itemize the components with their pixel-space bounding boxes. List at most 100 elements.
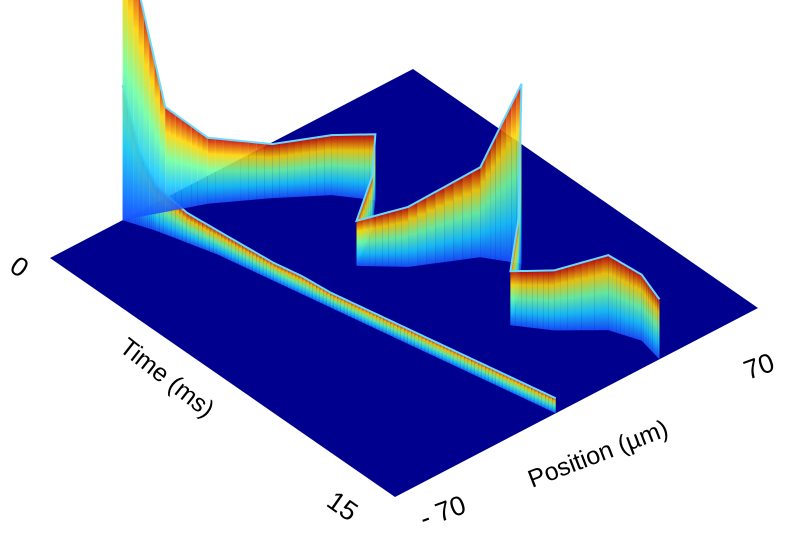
ridge-1-segment — [474, 360, 479, 377]
ridge-2-segment — [272, 142, 280, 199]
ridge-1-segment — [280, 266, 285, 286]
ridge-1-segment — [358, 305, 362, 323]
position-tick-end: 70 — [740, 347, 778, 385]
ridge-1-segment — [369, 310, 373, 328]
ridge-1-segment — [425, 337, 429, 354]
ridge-2-segment — [143, 13, 150, 217]
ridge-layer — [121, 0, 661, 414]
position-axis-label: Position (µm) — [524, 415, 672, 494]
ridge-1-segment — [182, 209, 187, 243]
ridge-2-segment — [526, 270, 533, 328]
ridge-2-segment — [629, 267, 634, 339]
time-tick-start: 0 — [5, 250, 35, 283]
ridge-2-segment — [301, 138, 310, 197]
ridge-1-segment — [414, 332, 419, 349]
ridge-1-segment — [509, 376, 514, 394]
ridge-2-segment — [408, 201, 418, 267]
ridge-1-segment — [520, 381, 525, 399]
ridge-2-segment — [657, 296, 660, 360]
ridge-2-segment — [191, 126, 198, 207]
ridge-1-segment — [478, 361, 482, 379]
ridge-1-segment — [309, 280, 313, 300]
ridge-1-segment — [245, 246, 250, 270]
ridge-2-segment — [601, 255, 609, 331]
ridge-2-segment — [462, 172, 472, 260]
ridge-1-segment — [506, 375, 510, 392]
ridge-2-segment — [594, 257, 602, 331]
ridge-2-segment — [369, 215, 376, 267]
ridge-1-segment — [217, 230, 222, 257]
ridge-1-segment — [179, 205, 183, 242]
ridge-2-segment — [648, 283, 651, 350]
ridge-2-segment — [175, 114, 182, 210]
ridge-1-segment — [541, 391, 546, 409]
ridge-1-segment — [284, 267, 288, 288]
ridge-1-segment — [302, 276, 306, 296]
ridge-1-segment — [527, 385, 532, 402]
ridge-2-segment — [620, 262, 625, 336]
ridge-2-segment — [256, 142, 265, 200]
ridge-1-segment — [270, 260, 274, 281]
ridge-2-segment — [643, 277, 647, 346]
ridge-1-segment — [404, 327, 408, 344]
ridge-2-segment — [417, 197, 427, 266]
ridge-1-segment — [242, 244, 246, 268]
ridge-2-segment — [388, 210, 396, 267]
ridge-1-segment — [354, 304, 359, 321]
ridge-2-segment — [490, 135, 496, 260]
ridge-2-segment — [608, 255, 613, 332]
ridge-1-segment — [256, 252, 260, 275]
ridge-1-segment — [238, 242, 243, 267]
ridge-1-segment — [194, 217, 199, 248]
ridge-2-segment — [342, 134, 349, 198]
ridge-2-segment — [127, 0, 134, 220]
ridge-1-segment — [421, 335, 426, 353]
ridge-1-segment — [337, 295, 341, 313]
ridge-1-segment — [492, 368, 496, 386]
ridge-1-segment — [277, 264, 281, 285]
ridge-1-segment — [273, 262, 278, 283]
ridge-2-segment — [133, 0, 139, 219]
ridge-1-segment — [439, 343, 444, 361]
ridge-2-segment — [240, 140, 249, 201]
ridge-2-segment — [453, 177, 463, 261]
ridge-2-segment — [186, 122, 192, 208]
ridge-1-segment — [432, 340, 436, 358]
ridge-2-segment — [382, 212, 389, 267]
ridge-2-segment — [641, 274, 644, 343]
ridge-1-segment — [499, 371, 503, 389]
ridge-2-segment — [515, 271, 522, 327]
ridge-1-segment — [291, 271, 296, 291]
ridge-1-segment — [202, 221, 206, 251]
ridge-2-segment — [248, 141, 257, 201]
ridge-2-segment — [232, 140, 241, 202]
ridge-2-segment — [165, 106, 171, 212]
ridge-1-segment — [224, 234, 229, 260]
ridge-2-segment — [511, 94, 517, 263]
ridge-2-segment — [202, 133, 208, 205]
ridge-1-segment — [418, 333, 422, 351]
ridge-2-segment — [154, 60, 160, 215]
ridge-2-segment — [650, 286, 653, 353]
time-tick-end: 15 — [322, 485, 364, 527]
ridge-1-segment — [205, 223, 210, 252]
ridge-1-segment — [209, 226, 214, 254]
ridge-2-segment — [574, 262, 582, 331]
ridge-1-segment — [190, 214, 195, 246]
ridge-1-segment — [534, 388, 539, 406]
ridge-1-segment — [319, 286, 324, 305]
ridge-1-segment — [481, 363, 486, 381]
ridge-2-segment — [485, 146, 491, 259]
ridge-2-segment — [510, 271, 516, 326]
ridge-1-segment — [548, 394, 553, 412]
ridge-1-segment — [545, 393, 549, 410]
ridge-1-segment — [213, 228, 218, 255]
ridge-2-segment — [375, 213, 383, 267]
ridge-2-segment — [435, 187, 445, 264]
ridge-2-segment — [521, 270, 527, 328]
ridge-2 — [122, 0, 661, 360]
ridge-1-segment — [390, 320, 394, 338]
ridge-1-segment — [453, 350, 458, 367]
